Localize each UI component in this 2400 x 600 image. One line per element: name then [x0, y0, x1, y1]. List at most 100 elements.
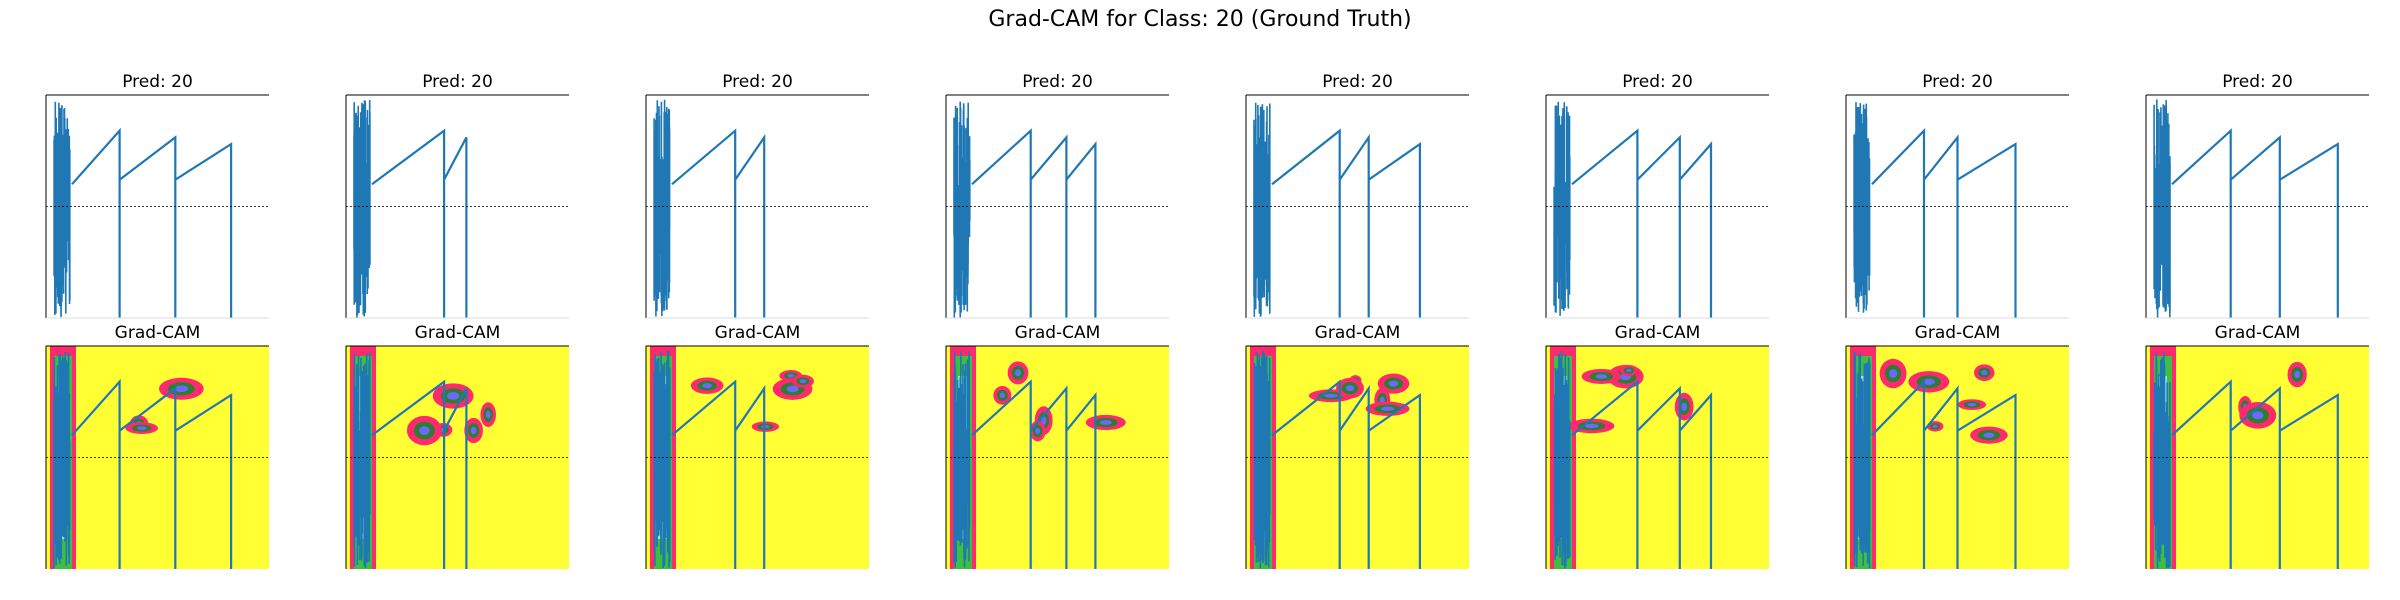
- signal-panel: Pred: 20: [345, 72, 569, 319]
- gradcam-title: Grad-CAM: [115, 323, 201, 343]
- panel-content: [1853, 102, 2017, 318]
- gradcam-panel: Grad-CAM: [2145, 323, 2369, 569]
- gradcam-title: Grad-CAM: [1615, 323, 1701, 343]
- signal-band: [1553, 351, 1571, 569]
- signal-line: [2171, 379, 2339, 569]
- panel-content: [2153, 99, 2339, 318]
- signal-band: [53, 352, 71, 569]
- heatmap-blob-center: [2252, 411, 2264, 420]
- gradcam-title: Grad-CAM: [415, 323, 501, 343]
- gradcam-title: Grad-CAM: [1315, 323, 1401, 343]
- heatmap-blob-center: [1626, 368, 1632, 373]
- panel-content: [353, 100, 468, 318]
- heatmap-blob-center: [2294, 370, 2301, 379]
- signal-band: [353, 352, 371, 568]
- heatmap-blob-center: [1345, 385, 1355, 392]
- signal-line: [2171, 128, 2339, 318]
- signal-band: [1853, 102, 1871, 313]
- heatmap-blob-center: [174, 385, 189, 393]
- signal-panel: Pred: 20: [45, 72, 269, 319]
- signal-panel: Pred: 20: [645, 72, 869, 319]
- gradcam-panel: Grad-CAM: [1245, 323, 1469, 569]
- heatmap-blob-center: [761, 425, 770, 429]
- signal-line: [71, 378, 233, 569]
- heatmap-blob-center: [1014, 369, 1022, 377]
- heatmap-blob-center: [1381, 406, 1395, 411]
- pred-title: Pred: 20: [122, 72, 193, 92]
- heatmap-blob-center: [787, 374, 795, 378]
- signal-line: [1271, 379, 1421, 569]
- pred-title: Pred: 20: [2222, 72, 2293, 92]
- heatmap-blob-center: [136, 426, 147, 430]
- signal-band: [653, 350, 671, 569]
- signal-band: [1253, 350, 1271, 569]
- signal-line: [971, 379, 1097, 569]
- heatmap-blob-center: [702, 383, 713, 389]
- signal-band: [653, 99, 671, 317]
- signal-band: [2153, 99, 2171, 318]
- heatmap-blob-center: [1324, 393, 1338, 398]
- heatmap-blob-center: [1932, 424, 1938, 428]
- signal-line: [671, 128, 766, 318]
- gradcam-panel: Grad-CAM: [645, 323, 869, 569]
- heatmap-blob-center: [999, 392, 1006, 399]
- panel-content: [53, 101, 233, 318]
- signal-band: [2153, 352, 2171, 569]
- signal-line: [671, 379, 766, 569]
- signal-band: [953, 101, 971, 318]
- heatmap-blob-center: [1922, 378, 1935, 386]
- signal-band: [953, 350, 971, 568]
- pred-title: Pred: 20: [1022, 72, 1093, 92]
- heatmap-blob-center: [419, 426, 430, 435]
- signal-band: [53, 101, 71, 318]
- pred-title: Pred: 20: [1922, 72, 1993, 92]
- heatmap-blob-center: [1035, 427, 1041, 435]
- gradcam-title: Grad-CAM: [1015, 323, 1101, 343]
- panel-content: [953, 101, 1097, 318]
- signal-band: [1553, 101, 1571, 316]
- heatmap-blob-center: [470, 426, 477, 435]
- signal-band: [353, 100, 371, 318]
- heatmap-blob-center: [1388, 380, 1399, 387]
- heatmap-blob-center: [1889, 369, 1898, 378]
- signal-line: [1271, 128, 1421, 318]
- pred-title: Pred: 20: [422, 72, 493, 92]
- gradcam-panel: Grad-CAM: [45, 323, 269, 569]
- signal-band: [1853, 351, 1871, 569]
- gradcam-panel: Grad-CAM: [1845, 323, 2069, 569]
- signal-line: [71, 127, 233, 318]
- panel-content: [1553, 101, 1713, 318]
- signal-line: [1871, 127, 2017, 318]
- heatmap-blob-center: [1983, 432, 1995, 438]
- heatmap-blob-center: [1584, 423, 1599, 429]
- heatmap-blob-center: [1681, 402, 1687, 411]
- signal-line: [371, 379, 468, 569]
- heatmap-blob-center: [799, 379, 807, 384]
- gradcam-title: Grad-CAM: [715, 323, 801, 343]
- panel-content: [653, 99, 766, 318]
- panel-content: [1253, 102, 1421, 318]
- signal-panel: Pred: 20: [1845, 72, 2069, 319]
- heatmap-blob-center: [447, 392, 460, 400]
- pred-title: Pred: 20: [722, 72, 793, 92]
- pred-title: Pred: 20: [1622, 72, 1693, 92]
- signal-line: [371, 128, 468, 318]
- signal-panel: Pred: 20: [945, 72, 1169, 319]
- gradcam-panel: Grad-CAM: [345, 323, 569, 569]
- signal-line: [1571, 379, 1713, 569]
- signal-panel: Pred: 20: [1245, 72, 1469, 319]
- signal-line: [1571, 128, 1713, 318]
- heatmap-blob-center: [1099, 420, 1112, 425]
- gradcam-title: Grad-CAM: [2215, 323, 2301, 343]
- gradcam-panel: Grad-CAM: [1545, 323, 1769, 569]
- heatmap-blob-center: [1981, 370, 1988, 376]
- gradcam-title: Grad-CAM: [1915, 323, 2001, 343]
- heatmap-blob-center: [485, 410, 491, 419]
- gradcam-panel: Grad-CAM: [945, 323, 1169, 569]
- heatmap-blob-center: [1595, 374, 1608, 379]
- figure-title: Grad-CAM for Class: 20 (Ground Truth): [988, 7, 1411, 32]
- signal-band: [1253, 102, 1271, 317]
- pred-title: Pred: 20: [1322, 72, 1393, 92]
